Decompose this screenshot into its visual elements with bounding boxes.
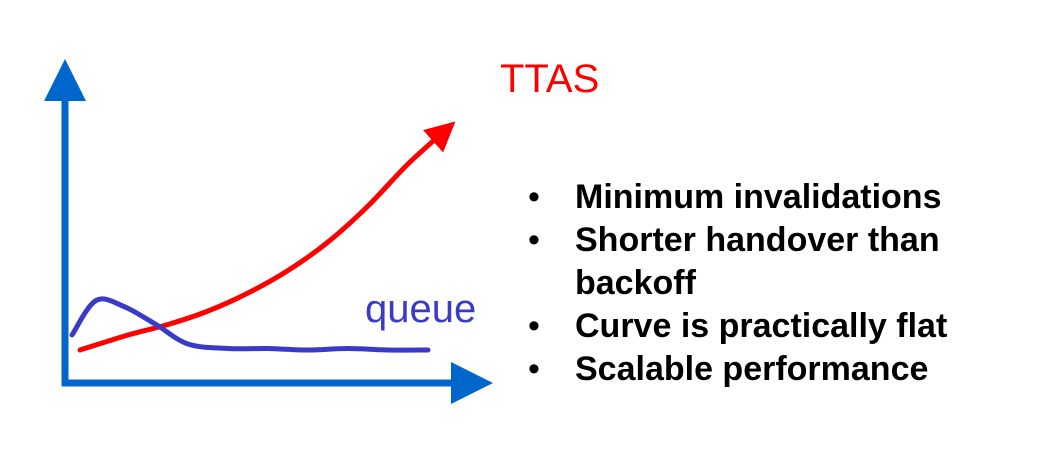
ttas-series-label: TTAS [500, 57, 599, 101]
list-item: • Minimum invalidations [528, 176, 1038, 219]
bullet-text: Shorter handover than backoff [575, 221, 940, 302]
list-item: • Shorter handover than backoff [528, 219, 1038, 305]
queue-series-label: queue [365, 287, 476, 331]
bullet-icon: • [528, 178, 540, 216]
ttas-series-line [77, 121, 456, 353]
list-item: • Curve is practically flat [528, 305, 1038, 348]
bullet-icon: • [528, 307, 540, 345]
queue-series-line [69, 296, 431, 353]
list-item: • Scalable performance [528, 348, 1038, 391]
bullet-text: Curve is practically flat [575, 307, 948, 345]
bullet-icon: • [528, 350, 540, 388]
bullet-list: • Minimum invalidations • Shorter handov… [528, 176, 1038, 391]
bullet-icon: • [528, 221, 540, 259]
bullet-text: Scalable performance [575, 350, 929, 388]
bullet-text: Minimum invalidations [575, 178, 942, 216]
